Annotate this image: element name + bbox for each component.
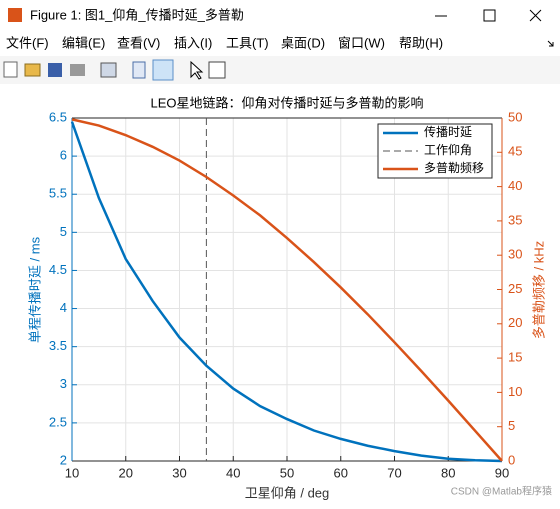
open-icon[interactable] [24,63,41,77]
new-icon[interactable] [3,61,18,78]
x-tick-label: 70 [387,465,401,480]
app-icon [8,8,22,22]
legend-label: 传播时延 [424,124,472,139]
close[interactable] [529,9,542,22]
y-tick-label: 4.5 [49,262,67,277]
toolbar-icons [3,59,226,81]
y2-tick-label: 5 [508,418,515,433]
x-tick-label: 10 [65,465,79,480]
title-bar [0,0,560,32]
x-tick-label: 30 [172,465,186,480]
series-line [71,118,503,462]
y2-tick-label: 45 [508,144,522,159]
y2-tick-label: 30 [508,247,522,262]
legend-label: 多普勒频移 [424,161,484,175]
y-tick-label: 4 [60,300,67,315]
y2-tick-label: 50 [508,109,522,124]
y2-tick-label: 15 [508,350,522,365]
menu-item[interactable]: 帮助(H) [399,35,443,50]
x-tick-label: 60 [334,465,348,480]
y2-tick-label: 20 [508,315,522,330]
y2-axis-label: 多普勒频移 / kHz [531,241,546,339]
x-tick-label: 80 [441,465,455,480]
maximize[interactable] [483,9,496,22]
y2-tick-label: 25 [508,281,522,296]
menu: 文件(F) 编辑(E) 查看(V) 插入(I) 工具(T) 桌面(D) 窗口(W) 帮助(H) [6,35,443,50]
y-tick-label: 6 [60,148,67,163]
legend-icon[interactable] [152,59,174,81]
x-axis-label: 卫星仰角 / deg [245,485,330,500]
menu-item[interactable]: 编辑(E) [62,35,105,50]
menu-arrow[interactable] [547,40,554,47]
legend-label: 工作仰角 [424,142,472,157]
toolbar [0,56,560,84]
y2-tick-label: 40 [508,178,522,193]
link-icon[interactable] [100,62,117,78]
y-tick-label: 3.5 [49,338,67,353]
window-title: Figure 1: 图1_仰角_传播时延_多普勒 [30,7,244,22]
y-tick-label: 6.5 [49,109,67,124]
y-axis-label: 单程传播时延 / ms [27,236,42,343]
y-tick-label: 5.5 [49,186,67,201]
print-icon[interactable] [70,64,85,76]
y-tick-label: 3 [60,376,67,391]
menu-bar [0,32,560,56]
menu-item[interactable]: 文件(F) [6,35,49,50]
chart-title: LEO星地链路：仰角对传播时延与多普勒的影响 [150,95,423,110]
pointer-icon[interactable] [190,60,204,80]
menu-item[interactable]: 窗口(W) [338,35,385,50]
y2-tick-label: 35 [508,212,522,227]
menu-item[interactable]: 桌面(D) [281,35,325,50]
menu-item[interactable]: 查看(V) [117,35,160,50]
plot: 10 20 30 40 50 60 70 80 90 2 2.5 3 3.5 4 4.5 5 5.5 6 6.5 0 5… [49,109,523,480]
property-icon[interactable] [208,61,226,79]
x-tick-label: 50 [280,465,294,480]
x-tick-label: 20 [119,465,133,480]
x-tick-label: 40 [226,465,240,480]
y2-tick-label: 0 [508,452,515,467]
y-tick-label: 2.5 [49,414,67,429]
y-tick-label: 5 [60,224,67,239]
save-icon[interactable] [48,63,62,77]
watermark: CSDN @Matlab程序猿 [451,485,552,498]
colorbar-icon[interactable] [132,61,146,79]
menu-item[interactable]: 插入(I) [174,35,212,50]
x-tick-label: 90 [495,465,509,480]
menu-item[interactable]: 工具(T) [226,35,269,50]
y-tick-label: 2 [60,452,67,467]
series-line [70,121,503,463]
y2-tick-label: 10 [508,384,522,399]
